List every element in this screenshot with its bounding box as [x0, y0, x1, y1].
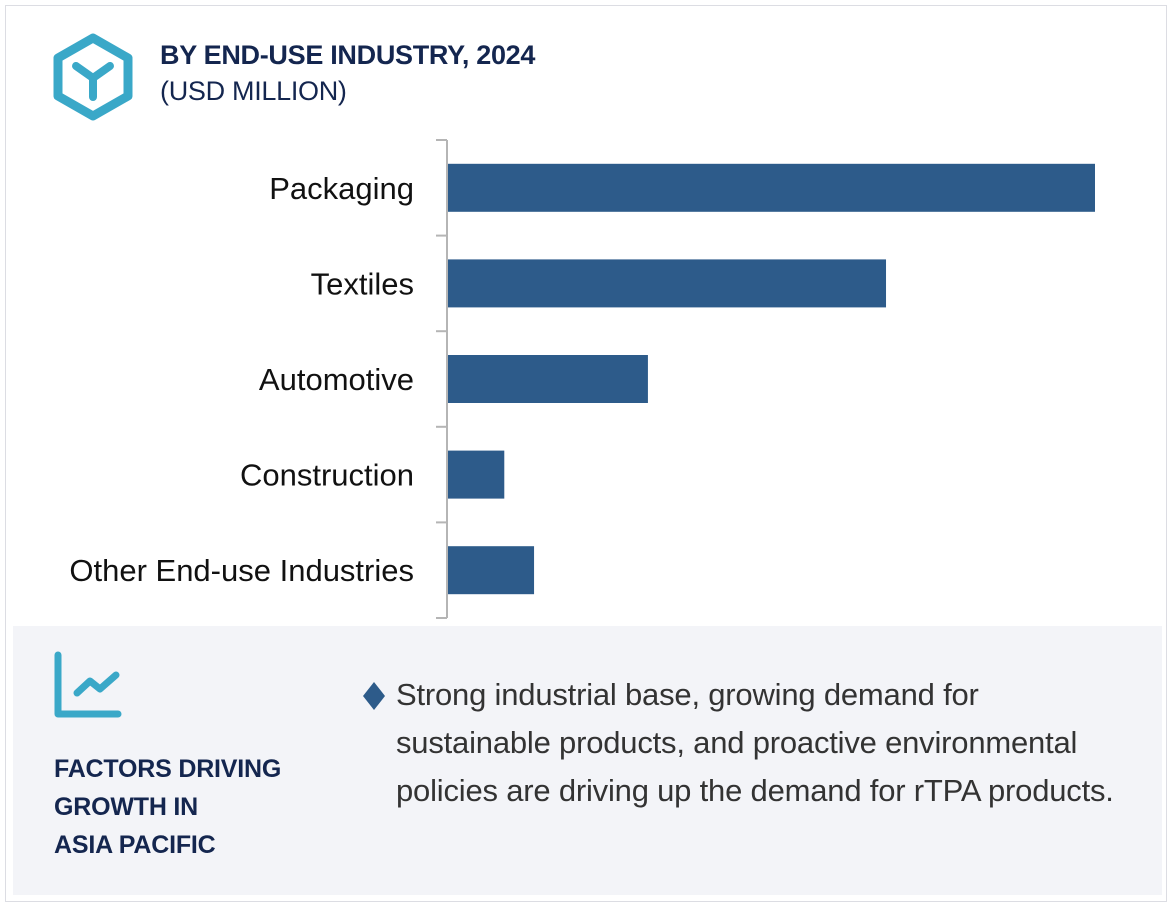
line-chart-growth-icon [54, 651, 122, 718]
bar-chart: Packaging Textiles Automotive Construction O… [69, 139, 1095, 619]
bar-textiles [448, 259, 887, 308]
hexagon-y-icon [53, 33, 133, 121]
factors-title-line: ASIA PACIFIC [54, 831, 216, 859]
category-label: Textiles [311, 266, 414, 301]
diamond-bullet-icon [363, 682, 385, 710]
factors-title-line: FACTORS DRIVING [54, 755, 282, 783]
bar-construction [448, 450, 505, 499]
factors-title: FACTORS DRIVING GROWTH IN ASIA PACIFIC [54, 750, 281, 864]
factors-title-line: GROWTH IN [54, 793, 199, 821]
category-label: Automotive [259, 362, 414, 397]
bar-automotive [448, 355, 648, 403]
bar-other-end-use-industries [448, 546, 535, 595]
factors-panel [13, 626, 1162, 895]
bar-packaging [448, 163, 1095, 212]
category-label: Other End-use Industries [69, 553, 414, 588]
chart-title: BY END-USE INDUSTRY, 2024 [160, 40, 536, 70]
factor-text: Strong industrial base, growing demand f… [396, 677, 1114, 808]
category-label: Construction [240, 458, 414, 493]
chart-subtitle: (USD MILLION) [160, 76, 347, 106]
category-label: Packaging [269, 171, 414, 206]
